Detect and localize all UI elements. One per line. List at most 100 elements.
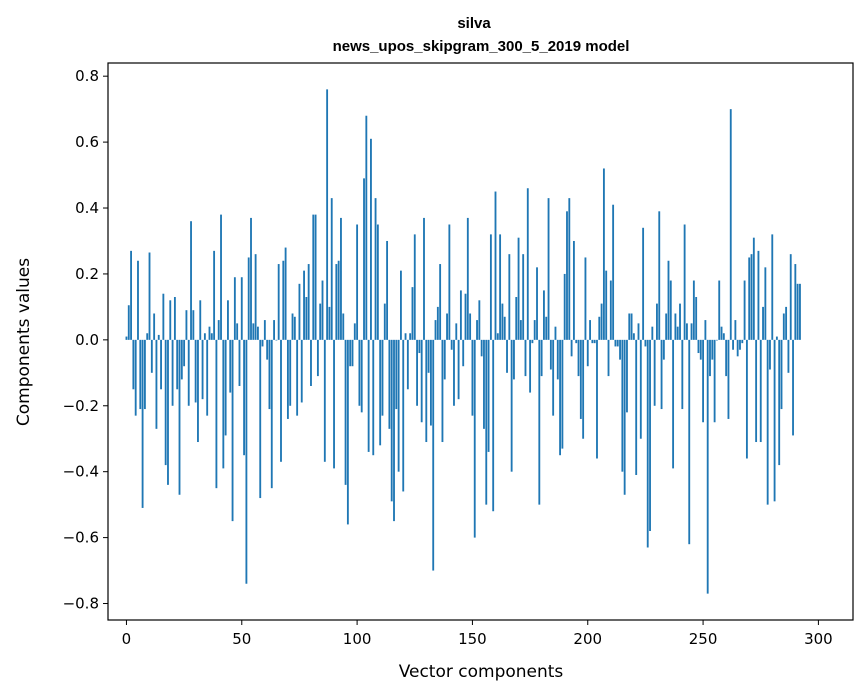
- bar: [459, 290, 462, 340]
- bar: [709, 339, 711, 377]
- bar: [240, 277, 243, 340]
- bar: [312, 214, 315, 340]
- bar: [185, 310, 188, 340]
- bar: [745, 339, 748, 459]
- bar: [411, 287, 414, 340]
- bar: [286, 339, 289, 419]
- bar: [741, 339, 744, 344]
- bar: [676, 326, 679, 340]
- bar: [450, 339, 453, 350]
- bar: [750, 254, 753, 340]
- bar: [213, 250, 216, 340]
- bar: [531, 339, 534, 344]
- bar: [646, 339, 649, 548]
- bar: [743, 280, 746, 340]
- bar: [616, 339, 619, 347]
- bar: [164, 339, 167, 466]
- bar: [600, 303, 603, 340]
- bar: [206, 339, 209, 416]
- bar: [702, 339, 704, 423]
- bar: [589, 320, 591, 340]
- bar: [307, 264, 310, 340]
- bar: [480, 339, 483, 357]
- bar: [720, 326, 723, 340]
- bar: [208, 326, 211, 340]
- bar: [540, 339, 543, 377]
- bar: [549, 339, 552, 370]
- bar: [785, 306, 788, 340]
- bar: [448, 224, 451, 340]
- bar: [169, 300, 172, 340]
- bar: [146, 333, 149, 340]
- bar: [771, 234, 774, 340]
- bar: [492, 339, 495, 512]
- bar: [293, 316, 296, 340]
- bar: [674, 313, 677, 340]
- bar: [344, 339, 347, 485]
- bar: [247, 257, 250, 340]
- bar: [736, 339, 739, 357]
- bar: [584, 257, 587, 340]
- bar: [605, 270, 608, 340]
- bar: [176, 339, 179, 390]
- bar: [621, 339, 624, 472]
- bar: [210, 333, 213, 340]
- bar: [427, 339, 430, 373]
- bar: [314, 214, 317, 340]
- bar: [446, 313, 448, 340]
- bar: [508, 254, 511, 340]
- bar: [215, 339, 218, 489]
- bar: [416, 339, 418, 406]
- x-axis-label: Vector components: [399, 662, 564, 682]
- bar: [160, 339, 162, 390]
- y-tick-label: 0.4: [75, 199, 99, 217]
- bar: [483, 339, 485, 429]
- bar: [609, 280, 612, 340]
- y-axis-ticks: 0.8 0.6 0.4 0.2 0.0 −0.2 −0.4 −0.6 −0.8: [63, 67, 108, 613]
- bar: [178, 339, 181, 495]
- y-tick-label: 0.0: [75, 331, 99, 349]
- bar: [649, 339, 651, 532]
- bar: [367, 339, 370, 452]
- bar: [173, 297, 176, 340]
- bar: [457, 339, 460, 400]
- bar: [489, 234, 492, 340]
- bar: [280, 339, 282, 462]
- bar: [203, 333, 206, 340]
- bar: [397, 339, 400, 472]
- bar: [513, 339, 515, 380]
- bar: [263, 320, 266, 340]
- x-tick-label: 100: [343, 630, 372, 648]
- bar: [711, 339, 714, 360]
- bar: [494, 191, 497, 340]
- bar: [522, 254, 525, 340]
- bar: [194, 339, 197, 403]
- bar: [190, 221, 192, 340]
- bar: [155, 339, 158, 429]
- y-tick-label: −0.6: [63, 529, 99, 547]
- bar: [261, 339, 264, 347]
- bar: [662, 339, 665, 360]
- bar: [665, 313, 668, 340]
- bar: [277, 264, 280, 340]
- bar: [782, 313, 785, 340]
- x-axis-ticks: 0 50 100 150 200 250 300: [122, 620, 833, 648]
- bar: [310, 339, 312, 386]
- bar: [236, 323, 239, 340]
- bar: [487, 339, 490, 452]
- bar: [270, 339, 273, 489]
- bar: [536, 267, 538, 340]
- bar: [568, 198, 571, 340]
- bar: [766, 339, 769, 505]
- bar: [686, 323, 688, 340]
- y-tick-label: 0.8: [75, 67, 99, 85]
- x-tick-label: 250: [689, 630, 718, 648]
- bar: [402, 339, 405, 492]
- bar-series: [125, 89, 801, 594]
- bar: [238, 339, 241, 386]
- bar: [566, 211, 568, 340]
- bar: [476, 320, 478, 340]
- bar: [171, 339, 174, 406]
- bar: [404, 333, 407, 340]
- bar: [254, 254, 257, 340]
